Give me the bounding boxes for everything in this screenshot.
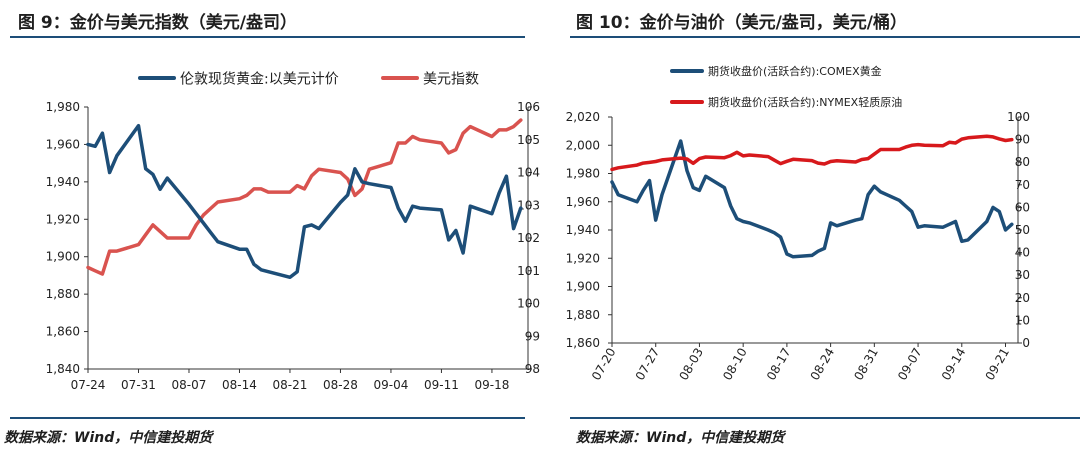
chart-title: 图 9：金价与美元指数（美元/盎司） [18,13,297,33]
y-right-tick-label: 105 [517,133,540,147]
series-line [86,123,523,280]
y-right-tick-label: 20 [1015,291,1030,305]
y-left-tick-label: 1,980 [566,167,600,181]
y-left-tick-label: 1,960 [566,195,600,209]
y-left-tick-label: 1,860 [566,336,600,350]
data-source: 数据来源：Wind，中信建投期货 [4,430,213,446]
chart-panel-gold-dollar: 图 9：金价与美元指数（美元/盎司） 1,840 1,860 1,880 1,900 1… [4,13,540,446]
gold-vs-dollar-index-chart: 1,840 1,860 1,880 1,900 1,920 1,940 1,960 1,980… [46,70,540,392]
title-divider [10,36,525,38]
x-tick-label: 08-03 [676,346,706,383]
y-right-tick-label: 10 [1015,313,1030,327]
legend-label: 美元指数 [423,71,479,87]
y-left-tick-label: 1,860 [46,325,80,339]
x-tick-label: 08-24 [808,346,838,383]
y-right-tick-label: 99 [525,329,540,343]
source-divider [10,417,525,419]
x-tick-label: 07-27 [633,346,663,383]
x-tick-label: 07-31 [121,378,156,392]
y-right-tick-label: 0 [1022,336,1030,350]
y-left-tick-label: 1,920 [46,212,80,226]
y-right-tick-label: 104 [517,166,540,180]
y-right-tick-label: 106 [517,100,540,114]
y-left-tick-label: 1,960 [46,137,80,151]
x-tick-label: 09-18 [474,378,509,392]
y-right-tick-label: 30 [1015,268,1030,282]
y-left-tick-label: 1,940 [46,175,80,189]
series-line [610,139,1014,259]
y-right-tick-label: 90 [1015,133,1030,147]
x-tick-label: 09-21 [983,346,1013,383]
x-tick-label: 08-28 [323,378,358,392]
title-divider [570,36,1080,38]
chart-panel-gold-oil: 图 10：金价与油价（美元/盎司，美元/桶） 1,860 1,880 1,900 1,… [540,0,1080,453]
x-tick-label: 09-04 [374,378,409,392]
y-right-tick-label: 80 [1015,155,1030,169]
x-tick-label: 09-11 [424,378,459,392]
x-tick-label: 07-24 [71,378,106,392]
y-left-tick-label: 1,920 [566,251,600,265]
y-left-tick-label: 1,900 [566,280,600,294]
data-source: 数据来源：Wind，中信建投期货 [576,430,785,446]
x-tick-label: 08-07 [172,378,207,392]
y-left-tick-label: 1,880 [46,287,80,301]
series-line [610,134,1014,172]
x-tick-label: 08-17 [764,346,794,383]
y-left-tick-label: 2,020 [566,110,600,124]
y-left-tick-label: 2,000 [566,138,600,152]
y-right-tick-label: 102 [517,231,540,245]
y-left-tick-label: 1,940 [566,223,600,237]
y-right-tick-label: 100 [517,297,540,311]
y-right-tick-label: 70 [1015,178,1030,192]
series-line [86,118,523,276]
legend-label: 期货收盘价(活跃合约):COMEX黄金 [708,64,882,78]
y-left-tick-label: 1,880 [566,308,600,322]
y-right-tick-label: 98 [525,362,540,376]
y-right-tick-label: 100 [1007,110,1030,124]
x-tick-label: 08-10 [720,346,750,383]
y-left-tick-label: 1,840 [46,362,80,376]
x-tick-label: 08-21 [273,378,308,392]
y-right-tick-label: 101 [517,264,540,278]
x-tick-label: 07-20 [589,346,619,383]
x-tick-label: 09-07 [895,346,925,383]
y-right-tick-label: 103 [517,198,540,212]
x-tick-label: 08-14 [222,378,257,392]
y-left-tick-label: 1,980 [46,100,80,114]
y-right-tick-label: 40 [1015,246,1030,260]
x-tick-label: 08-31 [851,346,881,383]
legend-label: 期货收盘价(活跃合约):NYMEX轻质原油 [708,95,902,109]
legend-label: 伦敦现货黄金:以美元计价 [180,70,339,87]
y-right-tick-label: 50 [1015,223,1030,237]
y-left-tick-label: 1,900 [46,250,80,264]
chart-title: 图 10：金价与油价（美元/盎司，美元/桶） [576,13,907,33]
y-right-tick-label: 60 [1015,200,1030,214]
source-divider [570,417,1080,419]
gold-vs-oil-chart: 1,860 1,880 1,900 1,920 1,940 1,960 1,980 2,000… [566,64,1030,383]
x-tick-label: 09-14 [939,346,969,383]
